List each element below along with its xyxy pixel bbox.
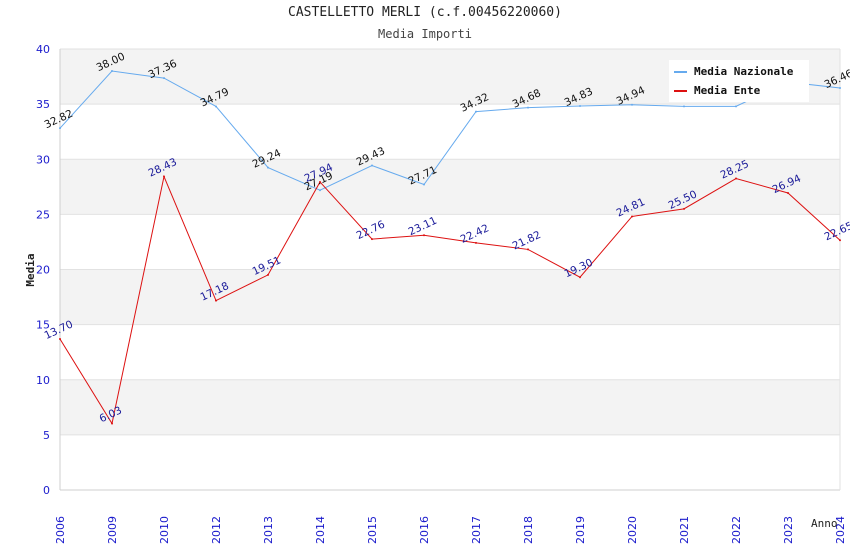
data-point	[683, 105, 685, 108]
data-point	[111, 422, 113, 425]
plot-band	[60, 324, 840, 380]
data-point	[735, 105, 737, 108]
data-point	[839, 239, 841, 242]
x-tick-label: 2024	[834, 516, 847, 544]
x-tick-label: 2018	[522, 516, 535, 544]
data-point	[319, 180, 321, 183]
x-tick-label: 2013	[262, 516, 275, 544]
legend: Media Nazionale Media Ente	[669, 60, 809, 102]
series-lines	[59, 70, 841, 425]
data-point	[423, 234, 425, 237]
data-point	[631, 103, 633, 106]
chart-title: CASTELLETTO MERLI (c.f.00456220060)	[288, 5, 562, 20]
x-tick-label: 2023	[782, 516, 795, 544]
data-point	[631, 215, 633, 218]
data-point	[319, 189, 321, 192]
x-axis-label: Anno	[811, 517, 838, 530]
data-point	[371, 164, 373, 167]
chart-subtitle: Media Importi	[378, 27, 472, 41]
x-tick-label: 2022	[730, 516, 743, 544]
data-point	[111, 70, 113, 73]
y-tick-label: 30	[36, 153, 50, 166]
data-point	[215, 105, 217, 108]
x-tick-label: 2021	[678, 516, 691, 544]
data-point	[215, 299, 217, 302]
data-point	[787, 191, 789, 194]
x-tick-label: 2019	[574, 516, 587, 544]
x-tick-label: 2014	[314, 516, 327, 544]
data-point	[475, 241, 477, 244]
x-tick-label: 2010	[158, 516, 171, 544]
y-tick-label: 15	[36, 319, 50, 332]
x-tick-label: 2016	[418, 516, 431, 544]
x-tick-label: 2017	[470, 516, 483, 544]
x-tick-label: 2020	[626, 516, 639, 544]
plot-band	[60, 214, 840, 270]
y-tick-label: 5	[43, 429, 50, 442]
y-tick-label: 10	[36, 374, 50, 387]
y-tick-label: 20	[36, 264, 50, 277]
x-tick-label: 2015	[366, 516, 379, 544]
data-point	[267, 166, 269, 169]
plot-background	[60, 49, 840, 490]
series-line-0	[59, 70, 841, 191]
series-line-1	[59, 174, 841, 425]
y-axis-ticks: 0 5 10 15 20 25 30 35 40	[36, 43, 50, 497]
data-point	[267, 273, 269, 276]
data-point	[527, 248, 529, 251]
plot-band	[60, 159, 840, 215]
data-point	[527, 106, 529, 109]
data-point	[735, 177, 737, 180]
x-tick-label: 2009	[106, 516, 119, 544]
plot-band	[60, 379, 840, 435]
data-point	[423, 183, 425, 186]
y-tick-label: 35	[36, 98, 50, 111]
y-tick-label: 0	[43, 484, 50, 497]
plot-band	[60, 434, 840, 490]
data-point	[59, 337, 61, 340]
data-point	[59, 127, 61, 130]
data-point	[839, 87, 841, 90]
x-axis-ticks: 2006 2009 2010 2012 2013 2014 2015 2016 2017 2018…	[54, 516, 847, 544]
plot-band	[60, 104, 840, 160]
data-point	[579, 104, 581, 107]
y-axis-label: Media	[24, 253, 37, 286]
x-tick-label: 2006	[54, 516, 67, 544]
x-tick-label: 2012	[210, 516, 223, 544]
plot-band	[60, 269, 840, 325]
data-point	[371, 238, 373, 241]
y-tick-label: 40	[36, 43, 50, 56]
legend-box	[669, 60, 809, 102]
gridlines	[59, 48, 841, 491]
data-point	[163, 77, 165, 80]
legend-label-nazionale: Media Nazionale	[694, 65, 794, 78]
y-tick-label: 25	[36, 208, 50, 221]
data-point	[475, 110, 477, 113]
data-point	[163, 175, 165, 178]
legend-label-ente: Media Ente	[694, 84, 761, 97]
data-point	[683, 207, 685, 210]
data-point	[579, 276, 581, 279]
